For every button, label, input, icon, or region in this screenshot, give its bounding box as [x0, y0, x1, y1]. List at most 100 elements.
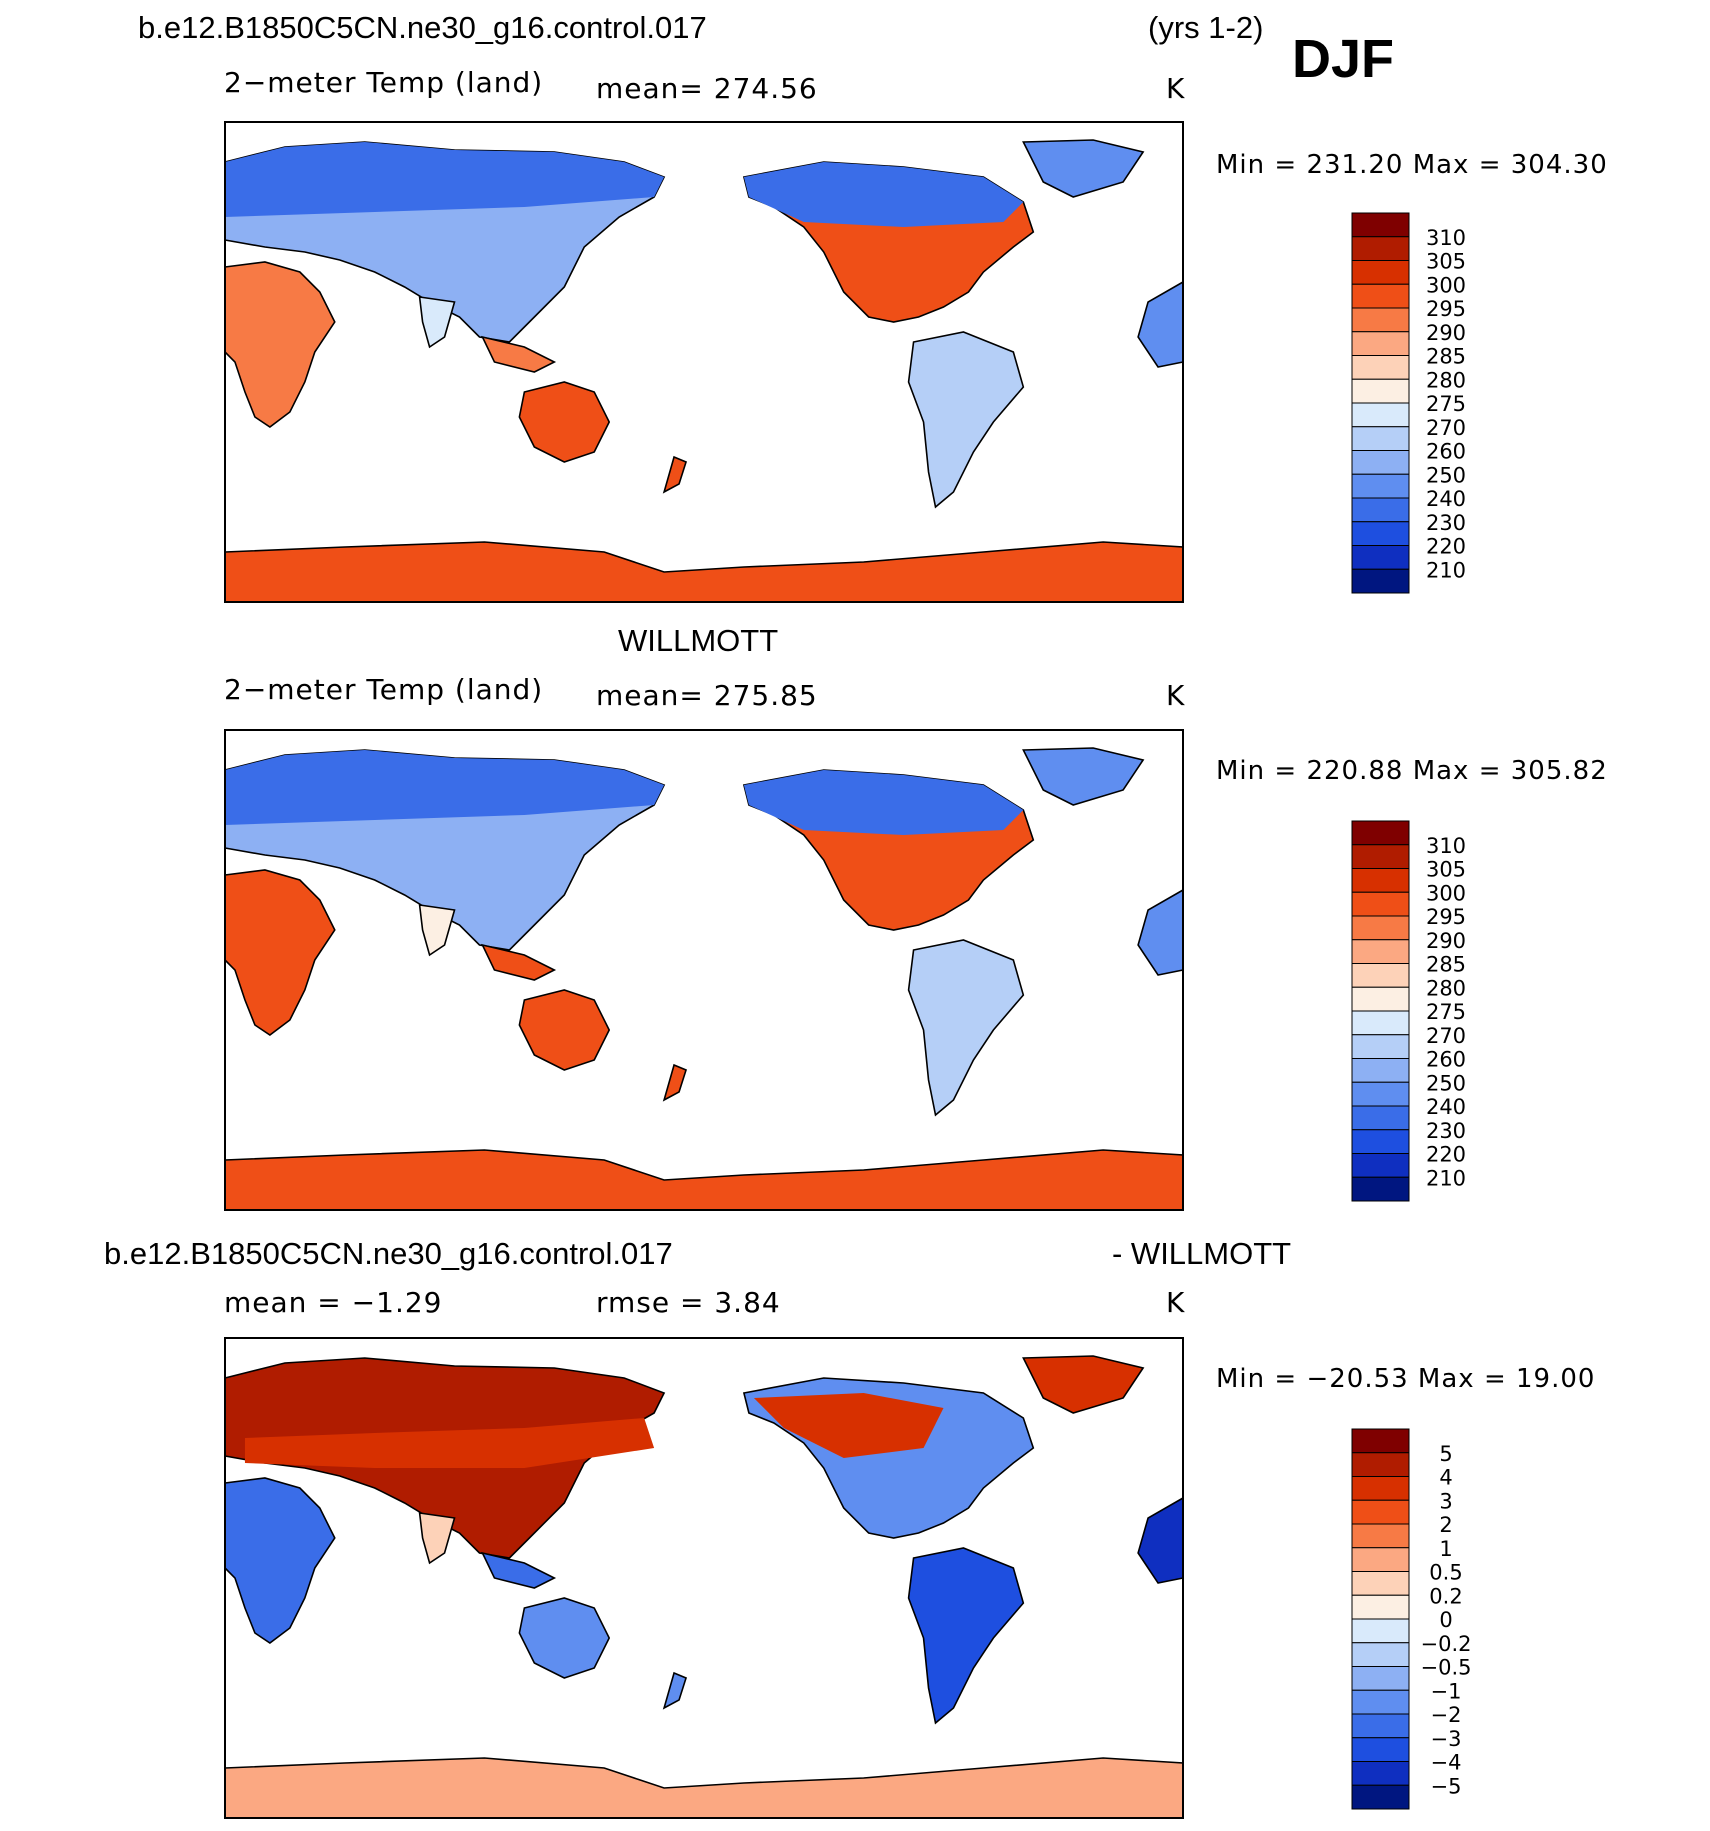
- land-region: [225, 262, 335, 427]
- colorbar-swatch: [1351, 891, 1410, 917]
- colorbar-swatch: [1351, 212, 1410, 238]
- colorbar-swatch: [1351, 1010, 1410, 1036]
- colorbar-tick-label: 260: [1426, 440, 1466, 464]
- colorbar-swatch: [1351, 497, 1410, 523]
- colorbar-swatch: [1351, 868, 1410, 893]
- land-region: [1023, 748, 1143, 805]
- colorbar-swatch: [1351, 1129, 1410, 1154]
- map-frame: [224, 729, 1184, 1211]
- colorbar-tick-label: 305: [1426, 250, 1466, 274]
- land-region: [482, 1553, 554, 1588]
- colorbar-swatch: [1351, 1642, 1410, 1667]
- land-region: [225, 870, 335, 1035]
- colorbar-swatch: [1351, 307, 1410, 333]
- map-frame: [224, 1337, 1184, 1819]
- years-label: (yrs 1-2): [1148, 10, 1264, 45]
- colorbar-tick-label: −4: [1431, 1751, 1462, 1775]
- panel-3-minmax: Min = −20.53 Max = 19.00: [1216, 1364, 1596, 1394]
- colorbar-tick-label: 300: [1426, 881, 1466, 905]
- colorbar-tick-label: 5: [1439, 1442, 1452, 1466]
- colorbar-tick-label: 210: [1426, 1166, 1466, 1190]
- colorbar-swatch: [1351, 939, 1410, 964]
- colorbar-swatch: [1351, 1594, 1410, 1620]
- land-region: [420, 1513, 455, 1563]
- colorbar-tick-label: 250: [1426, 463, 1466, 487]
- panel-3-rmse: rmse = 3.84: [596, 1286, 781, 1319]
- colorbar-swatch: [1351, 1784, 1410, 1810]
- land-region: [225, 1478, 335, 1643]
- colorbar-swatch: [1351, 331, 1410, 356]
- land-region: [909, 940, 1024, 1115]
- land-region: [743, 770, 1024, 835]
- land-region: [1023, 1356, 1143, 1413]
- colorbar-tick-label: −0.5: [1421, 1656, 1472, 1680]
- colorbar-swatch: [1351, 1452, 1410, 1477]
- colorbar-swatch: [1351, 1428, 1410, 1454]
- panel-3-mean: mean = −1.29: [224, 1286, 443, 1319]
- colorbar-swatch: [1351, 568, 1410, 594]
- land-region: [482, 337, 554, 372]
- colorbar-swatch: [1351, 545, 1410, 570]
- colorbar-tick-label: 285: [1426, 345, 1466, 369]
- colorbar-swatch: [1351, 1176, 1410, 1202]
- colorbar-2: 3103053002952902852802752702602502402302…: [1351, 820, 1466, 1202]
- colorbar-tick-label: −1: [1431, 1679, 1462, 1703]
- colorbar-tick-label: 0.2: [1429, 1584, 1462, 1608]
- land-region: [420, 297, 455, 347]
- colorbar-tick-label: 300: [1426, 273, 1466, 297]
- colorbar-tick-label: 290: [1426, 321, 1466, 345]
- land-region: [225, 142, 665, 217]
- colorbar-tick-label: 4: [1439, 1466, 1452, 1490]
- colorbar-tick-label: 285: [1426, 953, 1466, 977]
- land-region: [244, 1418, 655, 1468]
- colorbar-tick-label: 295: [1426, 297, 1466, 321]
- colorbar-tick-label: 290: [1426, 929, 1466, 953]
- colorbar-swatch: [1351, 378, 1410, 404]
- colorbar-tick-label: 240: [1426, 487, 1466, 511]
- panel-2-mean: mean= 275.85: [596, 679, 818, 712]
- case-title: b.e12.B1850C5CN.ne30_g16.control.017: [138, 10, 707, 45]
- colorbar-swatch: [1351, 844, 1410, 869]
- map-panel-2: [224, 729, 1184, 1211]
- colorbar-swatch: [1351, 283, 1410, 309]
- panel-1-mean: mean= 274.56: [596, 72, 818, 105]
- colorbar-tick-label: 275: [1426, 392, 1466, 416]
- colorbar-swatch: [1351, 1034, 1410, 1059]
- colorbar-swatch: [1351, 355, 1410, 380]
- colorbar-swatch: [1351, 1689, 1410, 1715]
- map-panel-1: [224, 121, 1184, 603]
- land-region: [519, 990, 609, 1070]
- colorbar-tick-label: −2: [1431, 1703, 1462, 1727]
- colorbar-swatch: [1351, 1476, 1410, 1501]
- land-region: [420, 905, 455, 955]
- panel-3-title-right: - WILLMOTT: [1112, 1236, 1292, 1271]
- colorbar-tick-label: 260: [1426, 1048, 1466, 1072]
- panel-2-variable: 2−meter Temp (land): [224, 673, 544, 706]
- colorbar-tick-label: 220: [1426, 1143, 1466, 1167]
- colorbar-swatch: [1351, 1058, 1410, 1083]
- colorbar-swatch: [1351, 963, 1410, 988]
- map-panel-3: [224, 1337, 1184, 1819]
- colorbar-tick-label: 310: [1426, 226, 1466, 250]
- colorbar-swatch: [1351, 1666, 1410, 1691]
- map-frame: [224, 121, 1184, 603]
- colorbar-tick-label: 230: [1426, 1119, 1466, 1143]
- colorbar-swatch: [1351, 1618, 1410, 1644]
- colorbar-tick-label: 220: [1426, 535, 1466, 559]
- colorbar-tick-label: 310: [1426, 834, 1466, 858]
- colorbar-tick-label: 0.5: [1429, 1561, 1462, 1585]
- colorbar-tick-label: 250: [1426, 1071, 1466, 1095]
- colorbar-swatch: [1351, 1737, 1410, 1762]
- colorbar-tick-label: 0: [1439, 1608, 1452, 1632]
- land-region: [519, 382, 609, 462]
- colorbar-tick-label: −5: [1431, 1774, 1462, 1798]
- panel-1-units: K: [1166, 72, 1185, 105]
- colorbar-tick-label: 295: [1426, 905, 1466, 929]
- colorbar-swatch: [1351, 402, 1410, 428]
- colorbar-swatch: [1351, 1081, 1410, 1107]
- colorbar-tick-label: 210: [1426, 558, 1466, 582]
- land-region: [482, 945, 554, 980]
- colorbar-tick-label: 1: [1439, 1537, 1452, 1561]
